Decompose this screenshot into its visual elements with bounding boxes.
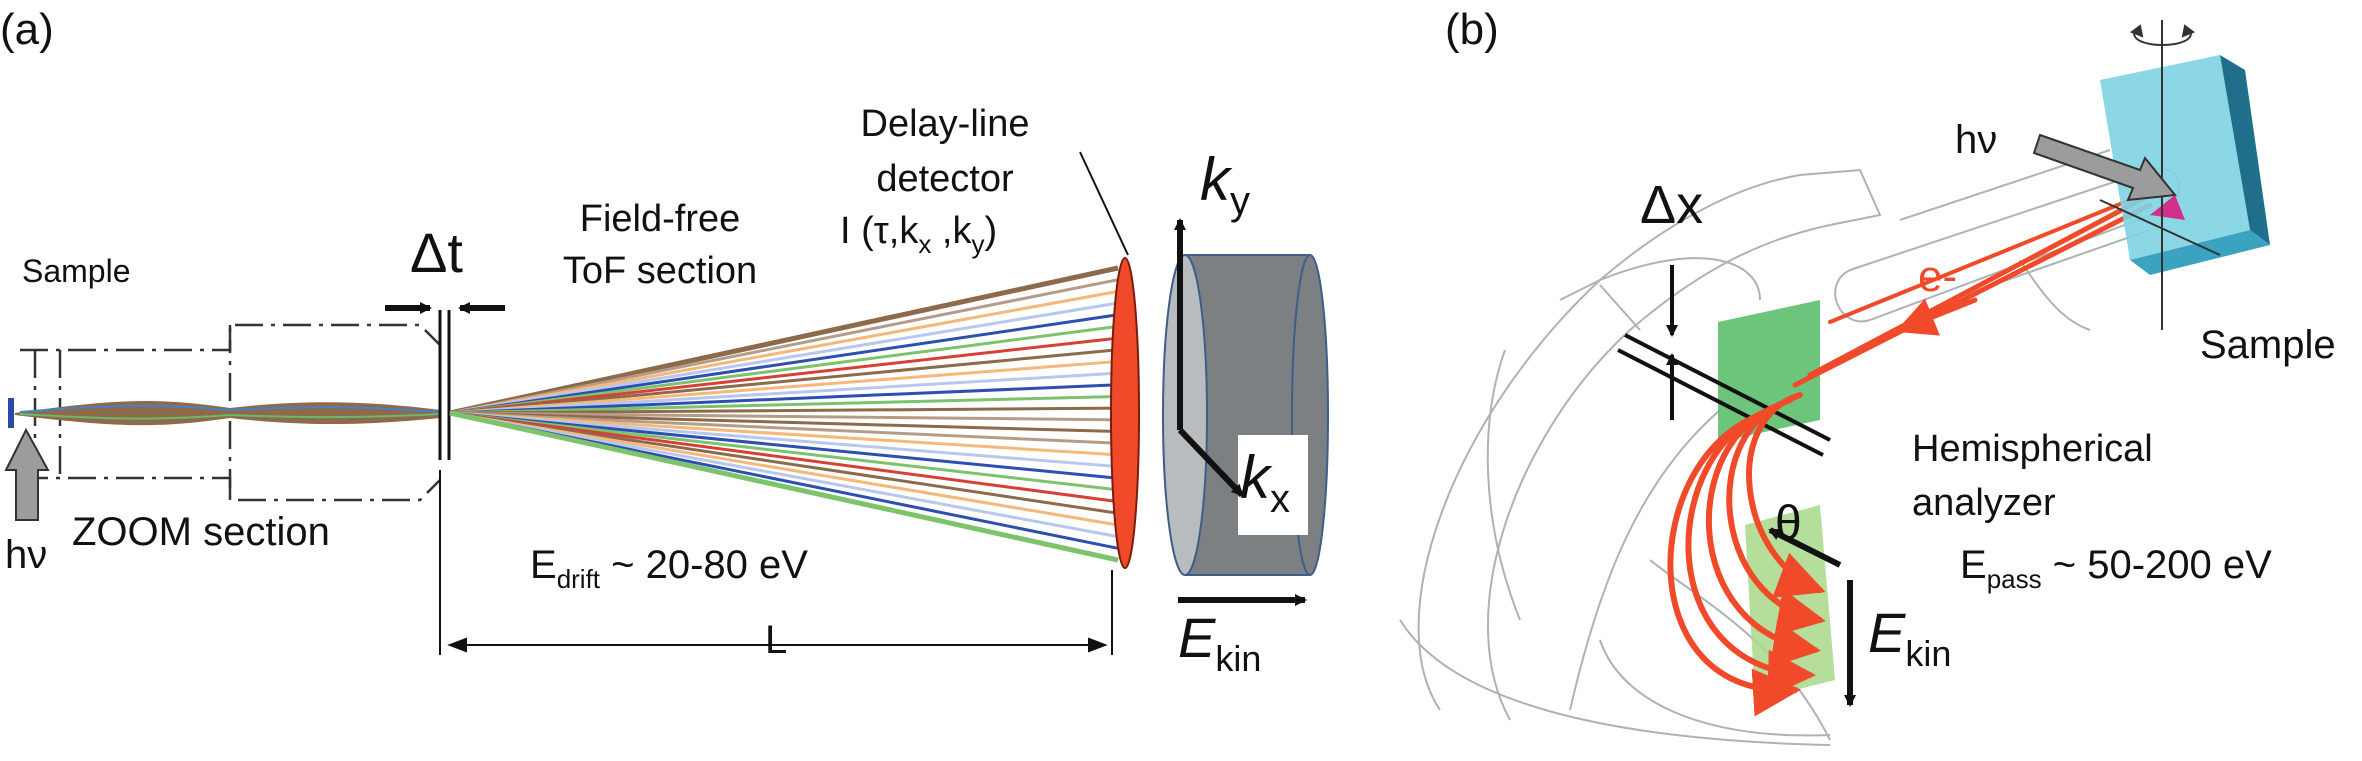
length-L-dimension xyxy=(447,570,1113,655)
photon-arrow-b xyxy=(2032,133,2177,202)
field-free-label-2: ToF section xyxy=(562,250,758,292)
tof-trajectory xyxy=(449,371,1119,415)
field-free-label-1: Field-free xyxy=(579,198,741,240)
hemispherical-label-2: analyzer xyxy=(1912,482,2056,524)
edrift-label: Edrift ~ 20-80 eV xyxy=(530,543,808,594)
epass-label: Epass ~ 50-200 eV xyxy=(1960,543,2272,594)
length-L-label: L xyxy=(765,618,788,662)
tof-trajectory xyxy=(449,348,1119,415)
k-axes xyxy=(1174,218,1307,606)
tof-trajectory xyxy=(449,324,1119,415)
detector-cylinder xyxy=(1162,254,1329,576)
tof-trajectory xyxy=(449,336,1119,415)
tof-trajectory xyxy=(449,411,1119,457)
tof-trajectory xyxy=(449,359,1119,415)
zoom-beam xyxy=(15,401,441,426)
tof-trajectory xyxy=(449,411,1119,480)
delta-t-label: Δt xyxy=(410,221,463,284)
tof-trajectory xyxy=(449,265,1119,416)
panel-a-diagram xyxy=(4,151,1329,655)
tof-trajectory xyxy=(449,383,1119,415)
electron-label: e- xyxy=(1918,252,1958,301)
intensity-label: I (τ,kx ,ky) xyxy=(840,210,998,259)
tof-trajectory xyxy=(449,410,1119,563)
tof-trajectory xyxy=(449,411,1119,492)
delay-line-label-1: Delay-line xyxy=(860,103,1030,145)
tof-trajectory xyxy=(449,406,1119,415)
theta-ekin-arrows xyxy=(1768,527,1856,707)
panel-b-diagram xyxy=(1399,20,2270,746)
delay-line-label-2: detector xyxy=(876,158,1014,200)
tof-trajectory xyxy=(449,394,1119,415)
hv-label-b: hν xyxy=(1955,118,1998,162)
sample-plate-a xyxy=(8,398,14,428)
tof-trajectory xyxy=(449,411,1119,539)
ky-label: ky xyxy=(1200,146,1250,223)
tof-trajectory xyxy=(449,278,1119,415)
sample-block-b xyxy=(2100,55,2270,275)
photon-arrow-a xyxy=(4,427,50,521)
tof-trajectory xyxy=(449,301,1119,415)
kx-label: kx xyxy=(1240,444,1290,521)
sample-label-b: Sample xyxy=(2200,323,2336,367)
delta-x-label: Δx xyxy=(1640,175,1704,235)
delta-t-plates xyxy=(438,310,451,655)
tof-trajectory xyxy=(449,411,1119,445)
tof-trajectory xyxy=(449,411,1119,504)
entrance-slit xyxy=(1617,300,1831,457)
tof-trajectory xyxy=(449,289,1119,415)
sample-label-a: Sample xyxy=(22,253,131,289)
panel-label-a: (a) xyxy=(0,5,54,54)
hemispherical-label-1: Hemispherical xyxy=(1912,428,2153,470)
delay-line-detector xyxy=(1079,151,1140,569)
tof-trajectory xyxy=(449,411,1119,422)
tof-trajectory xyxy=(449,411,1119,527)
tof-fan xyxy=(449,265,1119,563)
zoom-section-label: ZOOM section xyxy=(72,510,330,554)
tof-trajectory xyxy=(449,313,1119,415)
hv-label-a: hν xyxy=(5,533,48,577)
hemisphere-shells xyxy=(1399,168,1882,746)
ekin-label-a: Ekin xyxy=(1178,606,1262,679)
ekin-label-b: Ekin xyxy=(1868,601,1952,674)
tof-trajectory xyxy=(449,411,1119,515)
rotation-axis xyxy=(2099,20,2221,330)
tof-trajectory xyxy=(449,411,1119,434)
panel-label-b: (b) xyxy=(1445,5,1499,54)
electron-trajectories xyxy=(1667,192,2153,717)
tof-trajectory xyxy=(449,411,1119,469)
theta-label: θ xyxy=(1775,497,1802,550)
